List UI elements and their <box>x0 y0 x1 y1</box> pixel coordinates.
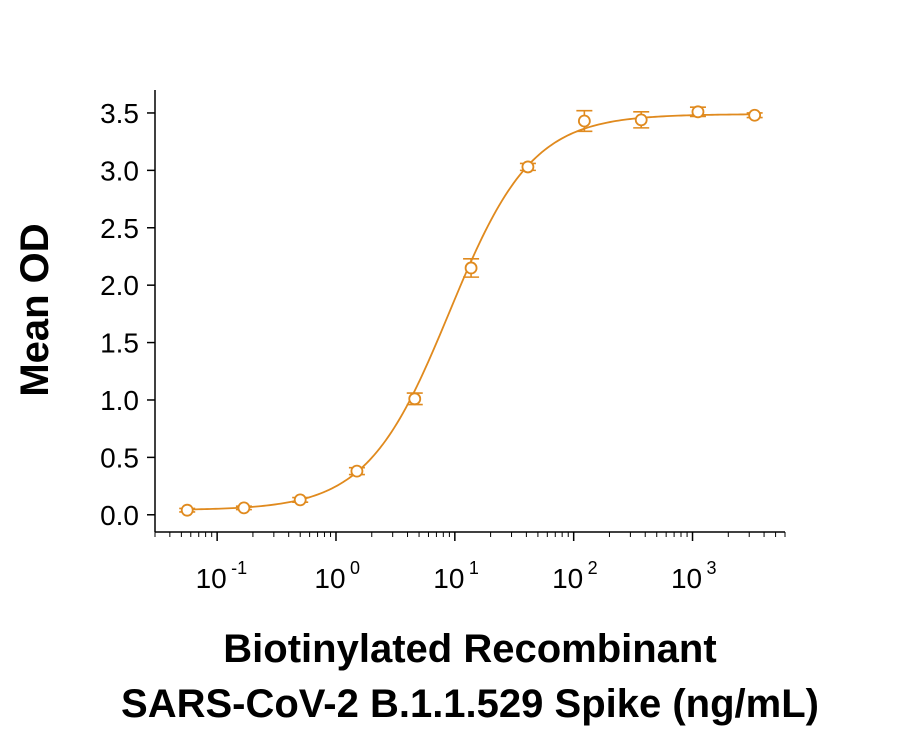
data-point <box>576 109 593 133</box>
fit-curve <box>187 113 755 511</box>
data-point <box>689 105 706 119</box>
x-axis-title-line-1: Biotinylated Recombinant <box>223 627 716 671</box>
data-marker <box>577 114 591 128</box>
tick-labels: 0.00.51.01.52.02.53.03.510 -1 10 0 10 1 10 2 10 3 <box>100 98 716 594</box>
data-marker <box>408 392 422 406</box>
x-tick-label-base: 10 <box>433 563 464 594</box>
data-point <box>633 111 650 129</box>
data-point <box>463 257 480 278</box>
data-point <box>519 160 536 174</box>
data-point <box>292 493 309 507</box>
x-tick-label-exponent: 2 <box>588 558 598 578</box>
data-point <box>746 108 763 122</box>
data-marker <box>521 160 535 174</box>
fit-curve-layer <box>187 113 755 511</box>
x-tick-label-base: 10 <box>671 563 702 594</box>
y-axis-title: Mean OD <box>13 223 57 396</box>
data-marker <box>237 501 251 515</box>
data-point <box>179 503 196 517</box>
data-point <box>348 464 365 478</box>
data-marker <box>350 464 364 478</box>
x-axis-title-line-2: SARS-CoV-2 B.1.1.529 Spike (ng/mL) <box>121 682 819 726</box>
x-tick-label-base: 10 <box>314 563 345 594</box>
x-tick-label-exponent: 3 <box>707 558 717 578</box>
y-tick-label: 3.5 <box>100 98 139 129</box>
x-tick-label-exponent: 1 <box>469 558 479 578</box>
y-tick-label: 1.0 <box>100 385 139 416</box>
y-tick-label: 2.5 <box>100 213 139 244</box>
x-tick-label-exponent: 0 <box>350 558 360 578</box>
data-marker <box>748 108 762 122</box>
data-marker <box>180 503 194 517</box>
y-tick-label: 0.5 <box>100 442 139 473</box>
data-point <box>406 392 423 406</box>
x-tick-label-exponent: -1 <box>231 558 247 578</box>
x-tick-label-base: 10 <box>552 563 583 594</box>
data-point <box>235 501 252 515</box>
y-tick-label: 0.0 <box>100 500 139 531</box>
y-tick-label: 1.5 <box>100 328 139 359</box>
data-marker <box>464 261 478 275</box>
data-points-layer <box>179 105 763 517</box>
data-marker <box>634 113 648 127</box>
x-tick-label-base: 10 <box>196 563 227 594</box>
data-marker <box>691 105 705 119</box>
data-marker <box>293 493 307 507</box>
y-tick-label: 2.0 <box>100 270 139 301</box>
axes <box>147 90 786 541</box>
y-tick-label: 3.0 <box>100 155 139 186</box>
